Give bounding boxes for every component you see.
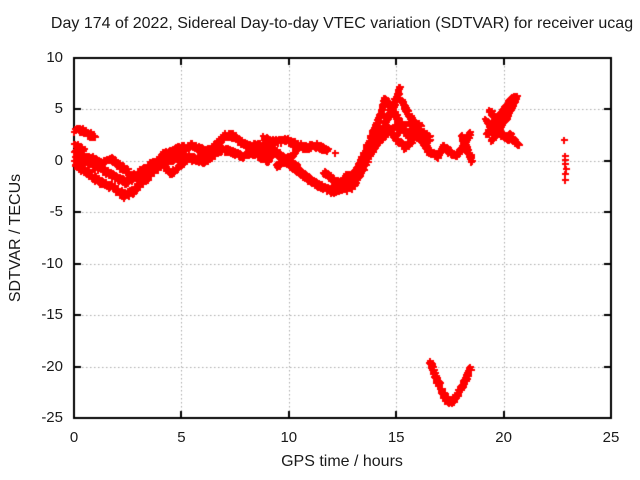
x-tick-label: 5 (177, 429, 186, 446)
x-tick-label: 0 (69, 429, 79, 446)
y-tick-label: 0 (54, 151, 63, 169)
y-tick-label: -20 (41, 357, 63, 375)
x-tick-label: 25 (602, 429, 620, 446)
y-axis-label: SDTVAR / TECUs (7, 173, 24, 303)
y-tick-label: -10 (41, 254, 63, 272)
x-tick-label: 20 (495, 429, 512, 446)
x-tick-label: 15 (387, 429, 405, 446)
x-tick-label: 10 (280, 429, 298, 446)
y-tick-label: -15 (41, 306, 63, 324)
y-tick-label: 10 (46, 49, 63, 66)
y-tick-label: 5 (54, 100, 63, 118)
y-tick-label: -25 (41, 409, 63, 426)
x-axis-label: GPS time / hours (281, 453, 403, 470)
y-tick-label: -5 (49, 203, 63, 221)
chart-title: Day 174 of 2022, Sidereal Day-to-day VTE… (50, 15, 634, 32)
